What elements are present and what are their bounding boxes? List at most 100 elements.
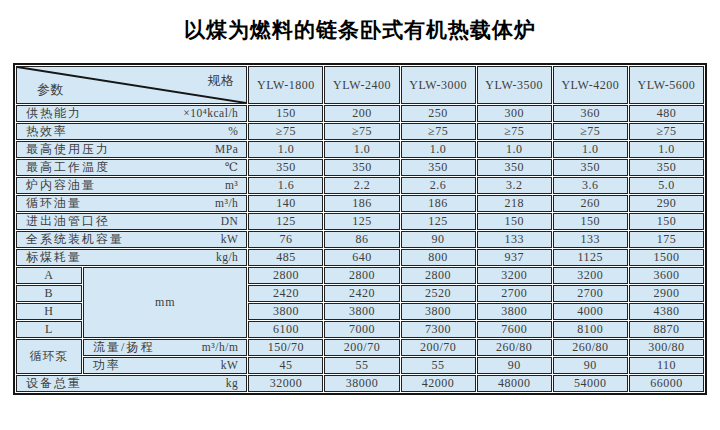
value-cell: 90 — [553, 357, 628, 374]
spec-row-head-label: 热效率 — [26, 124, 68, 139]
spec-row: 标煤耗量kg/h48564080093711251500 — [16, 249, 704, 266]
value-cell: 110 — [629, 357, 704, 374]
value-cell: 55 — [324, 357, 399, 374]
spec-row-head-label: 最高工作温度 — [26, 160, 110, 175]
value-cell: 218 — [477, 195, 552, 212]
model-header-ylw-4200: YLW-4200 — [553, 66, 628, 104]
value-cell: 350 — [248, 159, 323, 176]
corner-param-label: 参数 — [37, 81, 64, 99]
value-cell: 2.6 — [401, 177, 476, 194]
value-cell: 2900 — [629, 285, 704, 302]
value-cell: 1125 — [553, 249, 628, 266]
value-cell: 32000 — [248, 375, 323, 392]
value-cell: 133 — [477, 231, 552, 248]
value-cell: 186 — [401, 195, 476, 212]
value-cell: 186 — [324, 195, 399, 212]
value-cell: 38000 — [324, 375, 399, 392]
value-cell: 640 — [324, 249, 399, 266]
value-cell: 800 — [401, 249, 476, 266]
spec-row-head-wrap: 炉内容油量m³ — [17, 178, 246, 193]
value-cell: 2.2 — [324, 177, 399, 194]
spec-row: 炉内容油量m³1.62.22.63.23.65.0 — [16, 177, 704, 194]
total-weight-head-label: 设备总重 — [26, 376, 82, 391]
spec-table: 规格 参数 YLW-1800 YLW-2400 YLW-3000 YLW-350… — [13, 63, 707, 395]
spec-row: 最高工作温度℃350350350350350350 — [16, 159, 704, 176]
value-cell: 5.0 — [629, 177, 704, 194]
spec-row-head-unit: kW — [221, 232, 239, 247]
value-cell: 54000 — [553, 375, 628, 392]
value-cell: 3200 — [477, 267, 552, 284]
model-header-ylw-3500: YLW-3500 — [477, 66, 552, 104]
value-cell: 150 — [553, 213, 628, 230]
value-cell: 7600 — [477, 321, 552, 338]
value-cell: 8870 — [629, 321, 704, 338]
spec-row-head: 全系统装机容量kW — [16, 231, 247, 248]
value-cell: 7000 — [324, 321, 399, 338]
total-weight-row: 设备总重kg320003800042000480005400066000 — [16, 375, 704, 392]
value-cell: 125 — [401, 213, 476, 230]
value-cell: ≥75 — [629, 123, 704, 140]
spec-row-head-wrap: 全系统装机容量kW — [17, 232, 246, 247]
value-cell: 2420 — [248, 285, 323, 302]
value-cell: 350 — [629, 159, 704, 176]
spec-row-head-wrap: 标煤耗量kg/h — [17, 250, 246, 265]
spec-row-head-label: 标煤耗量 — [26, 250, 82, 265]
spec-row: 供热能力×10⁴kcal/h150200250300360480 — [16, 105, 704, 122]
spec-row-head: 进出油管口径 DN — [16, 213, 247, 230]
spec-row-head-label: 进出油管口径 — [26, 214, 110, 229]
spec-row-head-unit: ×10⁴kcal/h — [183, 106, 238, 121]
spec-row-head: 热效率% — [16, 123, 247, 140]
value-cell: 6100 — [248, 321, 323, 338]
spec-row-head-label: 循环油量 — [26, 196, 82, 211]
corner-spec-label: 规格 — [207, 72, 234, 90]
spec-row: 循环油量m³/h140186186218260290 — [16, 195, 704, 212]
value-cell: 260 — [553, 195, 628, 212]
value-cell: 55 — [401, 357, 476, 374]
value-cell: 1.0 — [629, 141, 704, 158]
pump-row: 功率kW4555559090110 — [16, 357, 704, 374]
value-cell: 3800 — [477, 303, 552, 320]
value-cell: 3800 — [401, 303, 476, 320]
spec-row-head-wrap: 循环油量m³/h — [17, 196, 246, 211]
dim-letter-cell: L — [16, 321, 82, 338]
value-cell: 2700 — [553, 285, 628, 302]
value-cell: 175 — [629, 231, 704, 248]
value-cell: 76 — [248, 231, 323, 248]
value-cell: 1500 — [629, 249, 704, 266]
value-cell: 150 — [248, 105, 323, 122]
value-cell: 2520 — [401, 285, 476, 302]
value-cell: 4380 — [629, 303, 704, 320]
value-cell: 2800 — [401, 267, 476, 284]
value-cell: 200/70 — [324, 339, 399, 356]
spec-row-head-unit: DN — [221, 214, 239, 229]
value-cell: 150 — [477, 213, 552, 230]
spec-row-head: 最高使用压力 MPa — [16, 141, 247, 158]
value-cell: 350 — [553, 159, 628, 176]
spec-row-head-wrap: 供热能力×10⁴kcal/h — [17, 106, 246, 121]
header-row: 规格 参数 YLW-1800 YLW-2400 YLW-3000 YLW-350… — [16, 66, 704, 104]
value-cell: 150/70 — [248, 339, 323, 356]
value-cell: 66000 — [629, 375, 704, 392]
spec-row-head: 炉内容油量m³ — [16, 177, 247, 194]
value-cell: 360 — [553, 105, 628, 122]
value-cell: 2800 — [324, 267, 399, 284]
value-cell: ≥75 — [477, 123, 552, 140]
pump-row-head-label: 功率 — [93, 358, 121, 373]
spec-row-head-label: 最高使用压力 — [26, 142, 110, 157]
spec-row-head-label: 炉内容油量 — [26, 178, 96, 193]
spec-row-head: 标煤耗量kg/h — [16, 249, 247, 266]
spec-row-head-unit: MPa — [215, 142, 238, 157]
value-cell: 1.0 — [553, 141, 628, 158]
spec-row-head-unit: ℃ — [225, 160, 238, 175]
pump-row-head-unit: m³/h/m — [202, 340, 238, 355]
value-cell: 125 — [248, 213, 323, 230]
value-cell: 1.0 — [477, 141, 552, 158]
value-cell: 1.6 — [248, 177, 323, 194]
pump-row-head-wrap: 功率kW — [84, 358, 246, 373]
value-cell: 1.0 — [401, 141, 476, 158]
value-cell: 2420 — [324, 285, 399, 302]
value-cell: 2700 — [477, 285, 552, 302]
spec-row-head-wrap: 热效率% — [17, 124, 246, 139]
spec-row-head-wrap: 最高工作温度 ℃ — [17, 160, 246, 175]
value-cell: 4000 — [553, 303, 628, 320]
